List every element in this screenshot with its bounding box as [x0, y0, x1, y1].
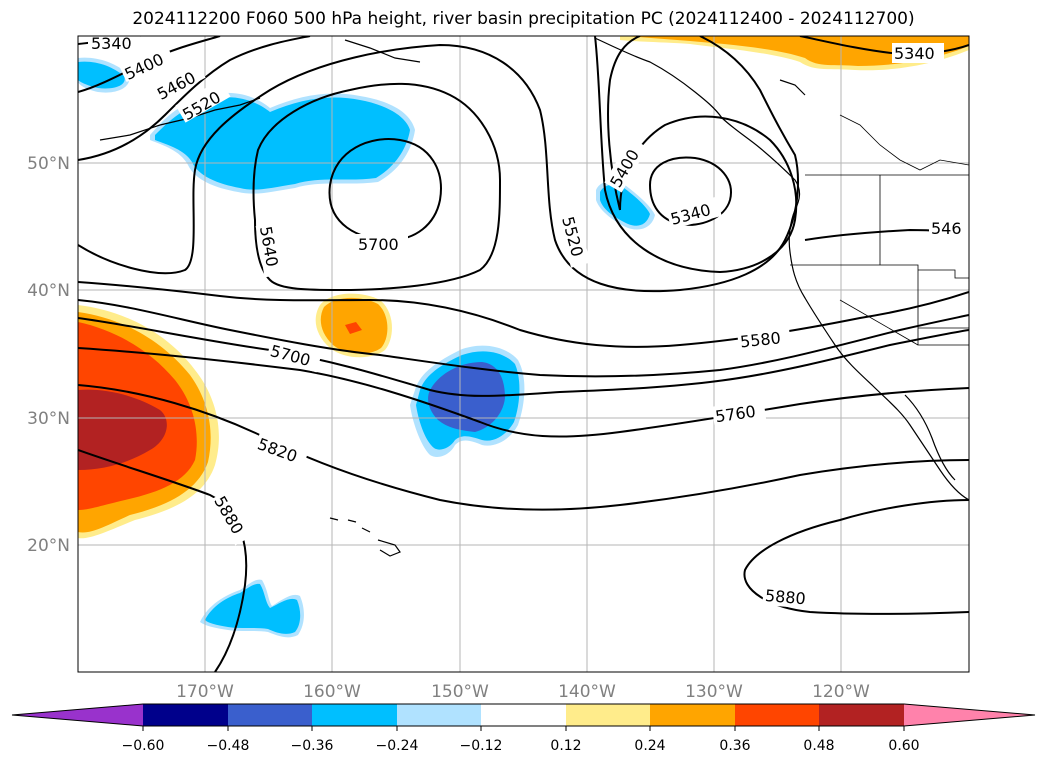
colorbar-segment	[566, 704, 650, 726]
colorbar-tick-label: 0.36	[719, 738, 750, 754]
contour-label: 5340	[91, 34, 132, 53]
lon-label: 170°W	[176, 682, 234, 702]
map-frame	[77, 35, 970, 673]
latitude-labels: 50°N 40°N 30°N 20°N	[27, 154, 70, 556]
colorbar: −0.60 −0.48 −0.36 −0.24 −0.12 0.12 0.24 …	[11, 703, 1036, 754]
lat-label: 40°N	[27, 281, 70, 301]
colorbar-tick-label: −0.12	[460, 738, 503, 754]
colorbar-tick-label: 0.48	[803, 738, 834, 754]
colorbar-tick-label: −0.24	[376, 738, 419, 754]
contour-label: 5520	[558, 214, 587, 258]
colorbar-tick-label: −0.48	[207, 738, 250, 754]
colorbar-segment	[819, 704, 904, 726]
lon-label: 150°W	[431, 682, 489, 702]
contour-label: 5700	[358, 235, 399, 254]
colorbar-tick-label: 0.60	[888, 738, 919, 754]
colorbar-segment	[735, 704, 819, 726]
lat-label: 30°N	[27, 409, 70, 429]
lon-label: 130°W	[685, 682, 743, 702]
political-borders	[790, 114, 969, 346]
contour-label: 5340	[894, 44, 935, 63]
colorbar-tick-label: 0.12	[550, 738, 581, 754]
lon-label: 140°W	[558, 682, 616, 702]
height-contours	[78, 36, 969, 672]
contour-label: 546	[931, 219, 962, 238]
contour-label: 5880	[764, 586, 806, 608]
colorbar-extend-high	[904, 704, 1035, 726]
lon-label: 120°W	[812, 682, 870, 702]
map-plot-area: 5340 5400 5460 5520 5640 5700 5520 5400 …	[78, 34, 969, 672]
contour-label: 5760	[714, 402, 757, 426]
colorbar-tick-label: 0.24	[634, 738, 665, 754]
colorbar-segment	[481, 704, 566, 726]
colorbar-tick-label: −0.60	[122, 738, 165, 754]
contour-label: 5820	[255, 434, 300, 466]
contour-label: 5880	[210, 493, 247, 538]
longitude-labels: 170°W 160°W 150°W 140°W 130°W 120°W	[176, 682, 870, 702]
colorbar-segment	[228, 704, 312, 726]
colorbar-ticks	[142, 726, 905, 731]
colorbar-segment	[143, 704, 228, 726]
contour-label: 5580	[739, 328, 781, 351]
map-title: 2024112200 F060 500 hPa height, river ba…	[132, 9, 915, 29]
lat-label: 20°N	[27, 536, 70, 556]
colorbar-extend-low	[12, 704, 143, 726]
precip-fill-layer	[78, 36, 969, 638]
colorbar-segment	[312, 704, 397, 726]
contour-labels: 5340 5400 5460 5520 5640 5700 5520 5400 …	[88, 34, 969, 610]
colorbar-tick-label: −0.36	[291, 738, 334, 754]
lat-label: 50°N	[27, 154, 70, 174]
lon-label: 160°W	[303, 682, 361, 702]
colorbar-segment	[650, 704, 735, 726]
colorbar-segment	[397, 704, 481, 726]
